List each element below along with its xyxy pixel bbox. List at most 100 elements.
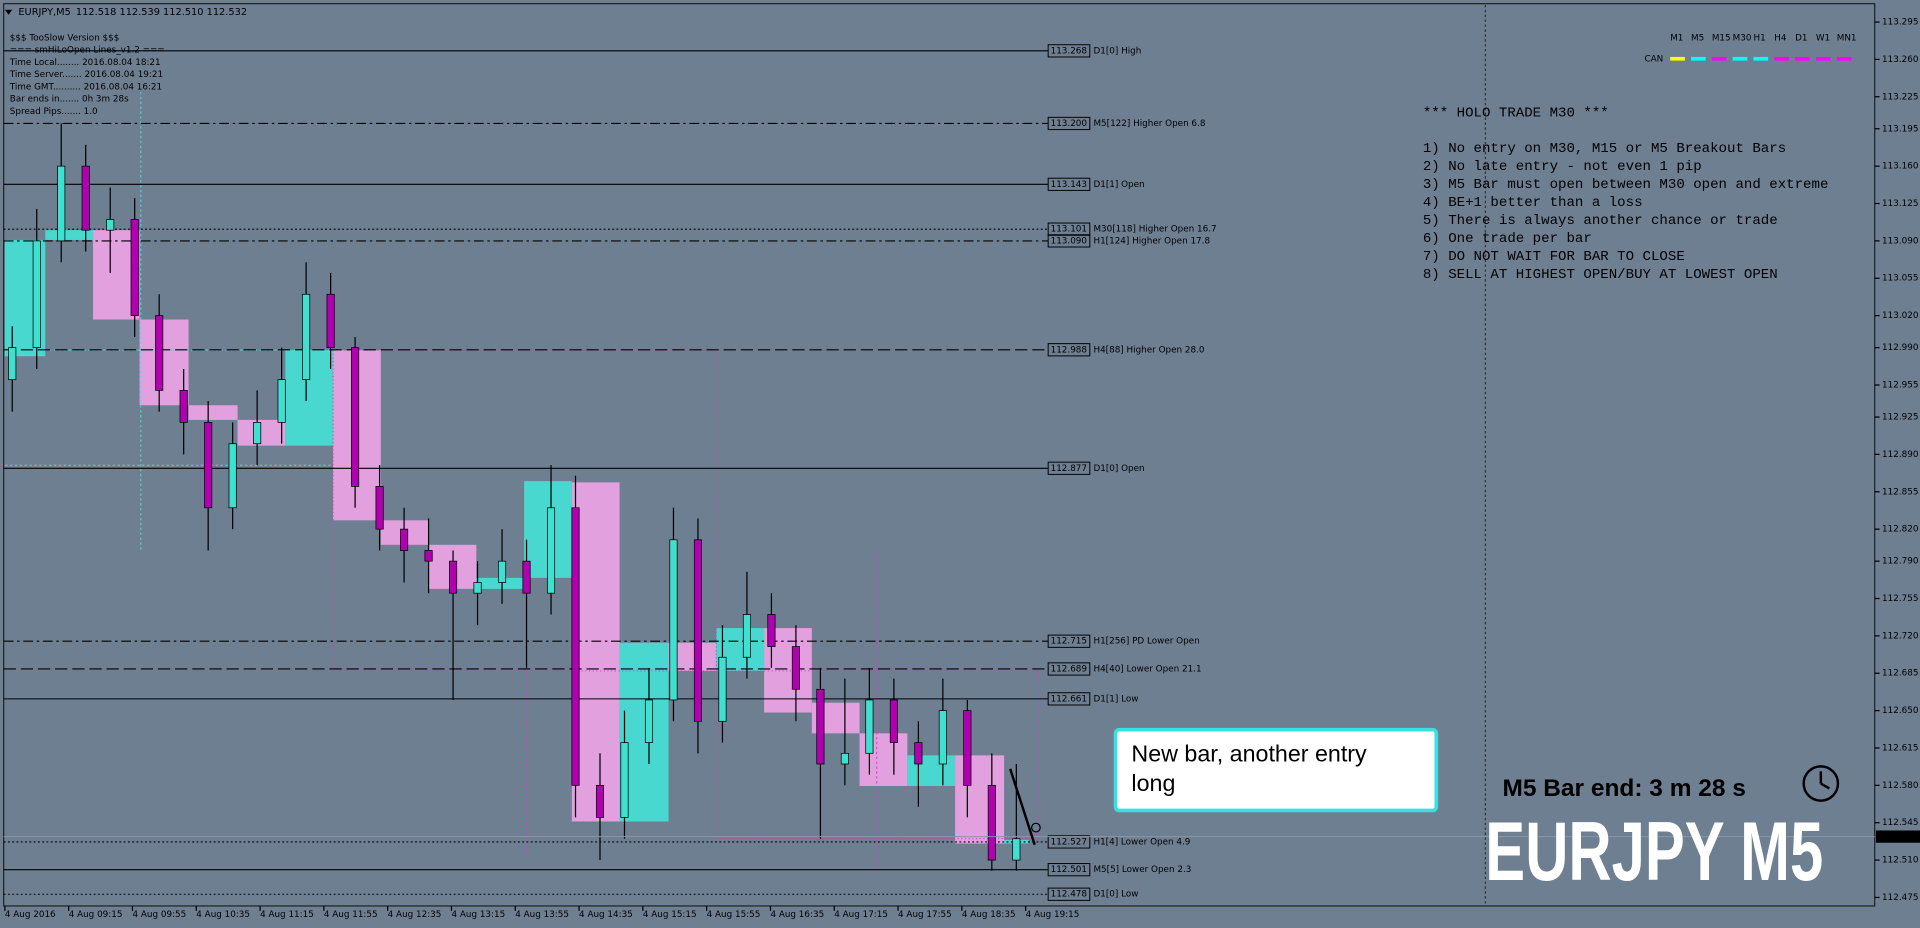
candle-body (204, 422, 213, 509)
candle-body (963, 710, 972, 786)
symbol: EURJPY,M5 (18, 7, 70, 18)
time-label: 4 Aug 16:35 (770, 910, 824, 920)
note: 7) DO NOT WAIT FOR BAR TO CLOSE (1423, 249, 1685, 265)
timeframe: H1 (1753, 33, 1765, 43)
candle-body (620, 742, 629, 818)
time-label: 4 Aug 17:55 (898, 910, 952, 920)
current-price-box (1875, 830, 1920, 843)
level-price: 112.877 (1051, 464, 1087, 474)
level-name: H4[40] Lower Open 21.1 (1093, 664, 1201, 674)
timeframe: M30 (1733, 33, 1752, 43)
candle-body (546, 507, 556, 594)
note: 3) M5 Bar must open between M30 open and… (1423, 177, 1829, 193)
price-tick-label: 112.580 (1882, 781, 1919, 791)
timeframe: W1 (1816, 33, 1830, 43)
candle-body (400, 528, 409, 551)
quote: 112.518 112.539 112.510 112.532 (76, 7, 247, 18)
price-tick-label: 112.955 (1882, 381, 1918, 391)
candle-body (326, 293, 335, 349)
level-price-box (1047, 863, 1091, 877)
axes: 113.295 113.260 113.225 113.195 113.160 113.1… (3, 18, 1920, 920)
candle-body (718, 656, 727, 722)
callout-line: long (1131, 770, 1175, 796)
time-label: 4 Aug 11:15 (260, 910, 314, 920)
price-tick-label: 112.925 (1882, 413, 1918, 423)
info-line: === smHiLoOpen Lines_v1.2 === (10, 46, 165, 56)
candle-body (424, 550, 433, 562)
candle-body (938, 710, 947, 765)
level-price: 112.661 (1051, 694, 1087, 704)
time-label: 4 Aug 2016 (5, 910, 56, 920)
candle-body (179, 389, 188, 423)
level-price-box (1047, 692, 1091, 706)
price-tick-label: 112.615 (1882, 743, 1918, 753)
candle-body (742, 614, 751, 658)
candle-body (8, 347, 17, 381)
candle-body (81, 165, 90, 231)
note: 8) SELL AT HIGHEST OPEN/BUY AT LOWEST OP… (1423, 267, 1778, 283)
note: 4) BE+1 better than a loss (1423, 195, 1643, 211)
level-name: D1[0] Open (1093, 464, 1144, 474)
candle-body (302, 293, 311, 381)
info-line: Bar ends in....... 0h 3m 28s (10, 95, 129, 105)
bar-end-timer: M5 Bar end: 3 m 28 s (1502, 775, 1745, 802)
info-line: Time GMT.......... 2016.08.04 16:21 (9, 82, 162, 92)
info-line: $$$ TooSlow Version $$$ (10, 33, 120, 43)
candle-body (595, 784, 605, 818)
level-price: 112.715 (1051, 637, 1087, 647)
price-tick-label: 113.295 (1882, 18, 1918, 28)
notes-title: *** HOLO TRADE M30 *** (1423, 105, 1609, 121)
candle-body (522, 560, 531, 594)
level-price-box (1047, 222, 1091, 236)
info-line: Spread Pips....... 1.0 (10, 107, 98, 117)
candle-body (865, 699, 874, 754)
time-label: 4 Aug 15:15 (643, 910, 697, 920)
time-label: 4 Aug 09:15 (69, 910, 123, 920)
level-name: H1[124] Higher Open 17.8 (1093, 236, 1210, 246)
price-tick-label: 113.160 (1882, 162, 1919, 172)
overlay: EURJPY,M5 112.518 112.539 112.510 112.53… (4, 7, 1857, 898)
price-tick-label: 113.090 (1882, 236, 1919, 246)
candle-body (767, 614, 776, 647)
level-price: 112.501 (1051, 865, 1087, 875)
time-label: 4 Aug 09:55 (132, 910, 186, 920)
timeframe: D1 (1795, 33, 1807, 43)
candle-body (987, 784, 996, 861)
timeframe: M5 (1691, 33, 1704, 43)
candle-body (106, 219, 115, 231)
candle-body (473, 582, 482, 594)
timeframe-row-label: CAN (1644, 54, 1663, 64)
clock-icon (1802, 765, 1840, 802)
level-price: 112.988 (1051, 345, 1087, 355)
timeframe: M15 (1712, 33, 1731, 43)
candle-body (889, 699, 898, 744)
price-tick-label: 112.890 (1882, 450, 1919, 460)
candle-body (32, 240, 41, 349)
level-price-box (1047, 662, 1091, 676)
level-name: M5[122] Higher Open 6.8 (1093, 119, 1205, 129)
candle-body (277, 379, 286, 423)
level-price: 112.478 (1051, 890, 1087, 900)
price-tick-label: 113.020 (1882, 311, 1919, 321)
symbol-watermark: EURJPY M5 (1485, 805, 1823, 898)
price-tick-label: 112.475 (1882, 893, 1918, 903)
price-tick-label: 112.990 (1882, 343, 1919, 353)
level-price-box (1047, 835, 1091, 849)
price-tick-label: 113.125 (1882, 199, 1918, 209)
level-name: H1[4] Lower Open 4.9 (1093, 837, 1190, 847)
timeframe: MN1 (1837, 33, 1857, 43)
time-label: 4 Aug 18:35 (962, 910, 1016, 920)
time-label: 4 Aug 15:55 (707, 910, 761, 920)
current-price: 112.532 (1882, 832, 1918, 842)
time-label: 4 Aug 13:15 (451, 910, 505, 920)
level-name: H4[88] Higher Open 28.0 (1093, 345, 1204, 355)
level-price-box (1047, 343, 1091, 357)
level-name: H1[256] PD Lower Open (1093, 637, 1199, 647)
candle-body (498, 560, 507, 583)
candle-body (57, 165, 66, 242)
candle-body (840, 752, 849, 765)
time-label: 4 Aug 13:55 (515, 910, 569, 920)
level-name: D1[0] Low (1093, 890, 1138, 900)
level-price-box (1047, 234, 1091, 248)
